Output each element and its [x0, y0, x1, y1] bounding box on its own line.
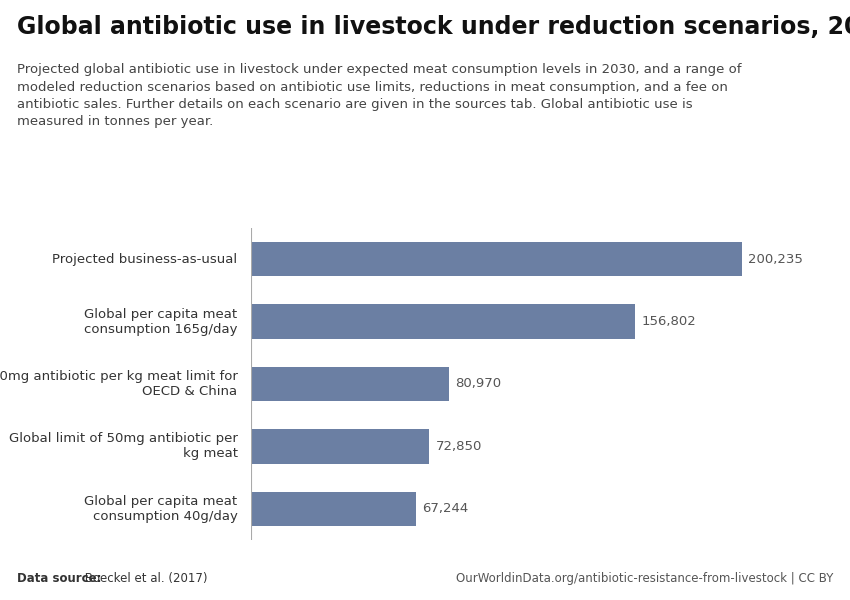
Text: 156,802: 156,802: [642, 315, 696, 328]
Text: 80,970: 80,970: [456, 377, 502, 391]
Bar: [251, 491, 416, 526]
Text: Boeckel et al. (2017): Boeckel et al. (2017): [81, 572, 207, 585]
Text: Global antibiotic use in livestock under reduction scenarios, 2030: Global antibiotic use in livestock under…: [17, 15, 850, 39]
Bar: [251, 429, 429, 464]
Text: Projected global antibiotic use in livestock under expected meat consumption lev: Projected global antibiotic use in lives…: [17, 63, 741, 128]
Text: Data source:: Data source:: [17, 572, 101, 585]
Text: 200,235: 200,235: [748, 253, 803, 266]
Bar: [251, 367, 450, 401]
Bar: [251, 242, 742, 277]
Text: in Data: in Data: [736, 32, 786, 45]
Text: Our World: Our World: [726, 14, 796, 27]
Text: OurWorldinData.org/antibiotic-resistance-from-livestock | CC BY: OurWorldinData.org/antibiotic-resistance…: [456, 572, 833, 585]
Text: 72,850: 72,850: [435, 440, 482, 453]
Bar: [251, 304, 636, 339]
Text: 67,244: 67,244: [422, 502, 468, 515]
